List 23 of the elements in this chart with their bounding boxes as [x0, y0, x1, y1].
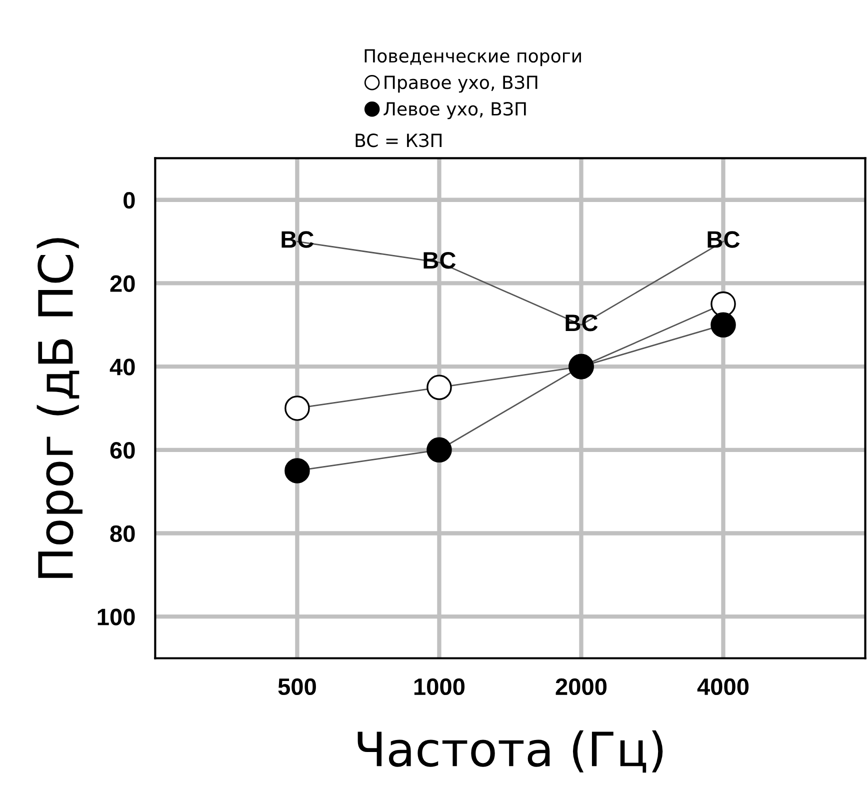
y-tick-label: 40 — [110, 358, 135, 376]
legend-label: Правое ухо, ВЗП — [384, 76, 538, 93]
x-axis-title: Частота (Гц) — [358, 730, 663, 773]
data-label: BC — [282, 231, 314, 248]
point — [426, 374, 452, 400]
y-tick-label: 0 — [124, 192, 135, 209]
point — [284, 458, 310, 484]
point — [284, 396, 310, 421]
y-tick-label: 20 — [110, 275, 135, 292]
y-axis-title: Порог (дБ ПС) — [36, 238, 82, 578]
legend-title: Поведенческие пороги — [364, 49, 581, 66]
point — [710, 312, 736, 338]
data-label: BC — [708, 231, 740, 248]
legend-label: Левое ухо, ВЗП — [384, 102, 526, 120]
y-tick-label: 80 — [110, 525, 135, 542]
x-tick-label: 500 — [278, 678, 316, 696]
y-tick-label: 60 — [110, 442, 135, 459]
x-tick-label: 1000 — [414, 678, 465, 696]
point — [426, 437, 452, 463]
y-tick-label: 100 — [98, 608, 135, 626]
x-tick-label: 4000 — [697, 678, 749, 696]
text: BC = КЗП — [356, 134, 442, 148]
x-tick-label: 2000 — [556, 678, 607, 696]
